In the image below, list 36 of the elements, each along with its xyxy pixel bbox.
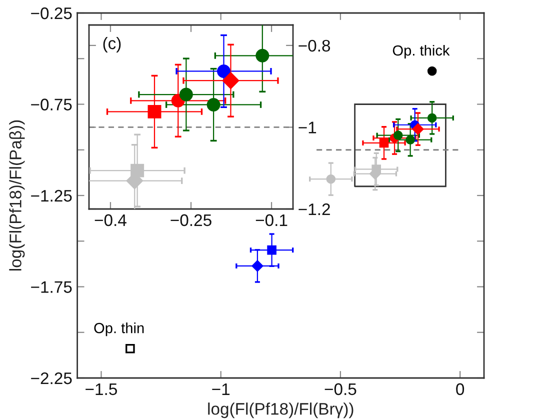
y-tick-label: −0.8 <box>298 40 330 52</box>
series-label: Op. thin <box>94 322 144 336</box>
point <box>267 245 276 255</box>
point <box>427 66 437 76</box>
point <box>412 123 424 135</box>
y-tick-label: −1.25 <box>31 190 72 202</box>
y-tick-label: −2.25 <box>31 372 72 384</box>
x-axis-title: log(Fl(Pf18)/Fl(Brγ)) <box>208 402 354 418</box>
x-tick-label: 0 <box>456 383 464 396</box>
y-tick-label: −1 <box>298 122 316 134</box>
x-tick-label: −0.4 <box>94 214 126 226</box>
point <box>179 88 193 102</box>
point <box>326 174 336 184</box>
point <box>372 164 381 174</box>
x-tick-label: −1 <box>212 383 230 395</box>
y-tick-label: −1.2 <box>298 203 330 216</box>
x-tick-label: −0.25 <box>170 214 212 226</box>
point <box>393 130 403 140</box>
point <box>256 48 270 62</box>
point <box>206 98 220 112</box>
point <box>217 64 230 78</box>
y-tick-label: −1.75 <box>31 281 72 293</box>
y-tick-label: −0.25 <box>31 7 72 20</box>
x-tick-label: −0.1 <box>256 214 288 226</box>
point <box>126 344 135 354</box>
x-tick-label: −1.5 <box>86 383 117 396</box>
point <box>252 260 264 272</box>
series-label: Op. thick <box>392 44 450 59</box>
point <box>130 164 144 178</box>
y-tick-label: −0.75 <box>31 98 72 110</box>
annotation: (c) <box>103 36 121 52</box>
point <box>222 72 240 89</box>
point <box>148 104 162 118</box>
x-tick-label: −0.5 <box>324 383 356 396</box>
point <box>427 113 437 123</box>
y-axis-title: log(Fl(Pf18)/Fl(Paβ)) <box>9 120 25 270</box>
